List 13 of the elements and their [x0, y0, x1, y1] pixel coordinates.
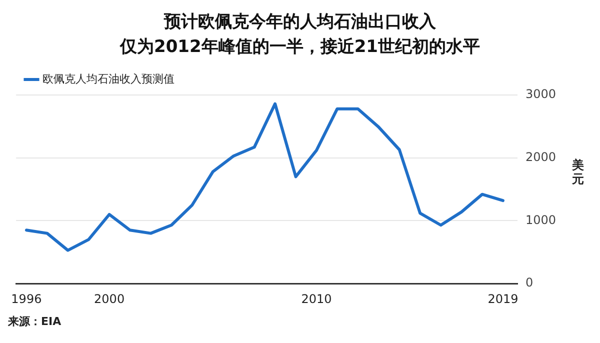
y-tick-label: 3000: [525, 87, 556, 102]
chart-title: 预计欧佩克今年的人均石油出口收入: [162, 11, 437, 34]
y-tick-label: 1000: [525, 212, 556, 227]
x-tick-label: 2019: [488, 292, 518, 306]
y-axis-title: 美元: [572, 158, 585, 186]
chart-subtitle: 仅为2012年峰值的一半，接近21世纪初的水平: [118, 36, 481, 59]
x-tick-label: 1996: [11, 292, 42, 306]
y-tick-label: 2000: [525, 150, 556, 164]
y-tick-label: 0: [525, 276, 534, 290]
source-note: 来源：EIA: [8, 314, 62, 329]
legend-label: 欧佩克人均石油收入预测值: [42, 72, 174, 86]
x-tick-label: 2010: [301, 292, 332, 306]
x-tick-label: 2000: [94, 292, 125, 306]
